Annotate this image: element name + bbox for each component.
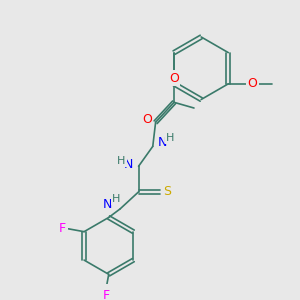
Text: H: H [112, 194, 120, 204]
Text: O: O [248, 77, 257, 90]
Text: O: O [169, 72, 179, 85]
Text: O: O [142, 113, 152, 126]
Text: S: S [163, 185, 171, 198]
Text: F: F [59, 222, 66, 235]
Text: N: N [103, 198, 112, 211]
Text: N: N [124, 158, 133, 171]
Text: N: N [158, 136, 167, 148]
Text: H: H [117, 156, 126, 166]
Text: F: F [102, 289, 110, 300]
Text: H: H [166, 133, 174, 143]
